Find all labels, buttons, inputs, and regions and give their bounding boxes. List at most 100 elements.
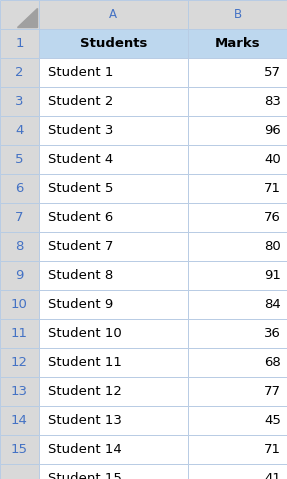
Bar (0, 435, 39, 465)
Bar (0, 261, 39, 290)
Text: 45: 45 (264, 414, 281, 427)
Bar (0, 145, 39, 174)
Bar (188, 290, 287, 319)
Text: 6: 6 (15, 182, 24, 195)
Bar (188, 0, 287, 29)
Text: 91: 91 (264, 269, 281, 282)
Bar (39, 58, 188, 87)
Text: A: A (109, 8, 117, 21)
Bar (188, 203, 287, 232)
Text: Marks: Marks (215, 37, 260, 50)
Bar (39, 377, 188, 406)
Bar (0, 348, 39, 377)
Bar (39, 29, 188, 58)
Bar (39, 0, 188, 29)
Bar (188, 29, 287, 58)
Bar (39, 203, 188, 232)
Bar (0, 406, 39, 435)
Bar (39, 319, 188, 348)
Text: Student 13: Student 13 (48, 414, 122, 427)
Text: 68: 68 (264, 356, 281, 369)
Text: Student 8: Student 8 (48, 269, 113, 282)
Text: 4: 4 (15, 124, 24, 137)
Text: 1: 1 (15, 37, 24, 50)
Bar (0, 203, 39, 232)
Text: 77: 77 (264, 386, 281, 399)
Bar (0, 87, 39, 116)
Bar (0, 29, 39, 58)
Text: B: B (233, 8, 242, 21)
Text: Student 9: Student 9 (48, 298, 113, 311)
Bar (39, 406, 188, 435)
Text: Students: Students (80, 37, 147, 50)
Text: 57: 57 (264, 66, 281, 79)
Text: 7: 7 (15, 211, 24, 224)
Text: 12: 12 (11, 356, 28, 369)
Text: Student 1: Student 1 (48, 66, 113, 79)
Bar (0, 116, 39, 145)
Text: Student 5: Student 5 (48, 182, 113, 195)
Bar (188, 406, 287, 435)
Text: 96: 96 (264, 124, 281, 137)
Text: 71: 71 (264, 444, 281, 456)
Text: 3: 3 (15, 95, 24, 108)
Bar (0, 174, 39, 203)
Bar (188, 348, 287, 377)
Bar (39, 116, 188, 145)
Text: 76: 76 (264, 211, 281, 224)
Bar (0, 377, 39, 406)
Bar (39, 261, 188, 290)
Bar (39, 465, 188, 479)
Bar (0, 319, 39, 348)
Text: 2: 2 (15, 66, 24, 79)
Bar (0, 465, 39, 479)
Bar (188, 174, 287, 203)
Bar (39, 87, 188, 116)
Text: 13: 13 (11, 386, 28, 399)
Bar (188, 465, 287, 479)
Text: 5: 5 (15, 153, 24, 166)
Text: 9: 9 (15, 269, 24, 282)
Bar (39, 232, 188, 261)
Text: 83: 83 (264, 95, 281, 108)
Bar (39, 145, 188, 174)
Text: 8: 8 (15, 240, 24, 253)
Bar (0, 290, 39, 319)
Bar (188, 435, 287, 465)
Text: Student 3: Student 3 (48, 124, 113, 137)
Text: 36: 36 (264, 327, 281, 341)
Text: Student 2: Student 2 (48, 95, 113, 108)
Text: 80: 80 (264, 240, 281, 253)
Text: 71: 71 (264, 182, 281, 195)
Text: 11: 11 (11, 327, 28, 341)
Text: Student 4: Student 4 (48, 153, 113, 166)
Text: 41: 41 (264, 472, 281, 479)
Text: Student 12: Student 12 (48, 386, 122, 399)
Text: Student 11: Student 11 (48, 356, 122, 369)
Text: Student 7: Student 7 (48, 240, 113, 253)
Text: 14: 14 (11, 414, 28, 427)
Bar (188, 232, 287, 261)
Polygon shape (18, 8, 37, 27)
Bar (0, 232, 39, 261)
Text: 40: 40 (264, 153, 281, 166)
Bar (39, 174, 188, 203)
Text: Student 10: Student 10 (48, 327, 121, 341)
Text: Student 15: Student 15 (48, 472, 122, 479)
Bar (188, 145, 287, 174)
Bar (0, 0, 39, 29)
Bar (39, 435, 188, 465)
Text: Student 14: Student 14 (48, 444, 121, 456)
Bar (188, 87, 287, 116)
Bar (39, 348, 188, 377)
Text: 10: 10 (11, 298, 28, 311)
Text: 15: 15 (11, 444, 28, 456)
Text: Student 6: Student 6 (48, 211, 113, 224)
Bar (188, 377, 287, 406)
Bar (188, 261, 287, 290)
Bar (0, 58, 39, 87)
Bar (39, 290, 188, 319)
Bar (188, 116, 287, 145)
Bar (188, 58, 287, 87)
Bar (188, 319, 287, 348)
